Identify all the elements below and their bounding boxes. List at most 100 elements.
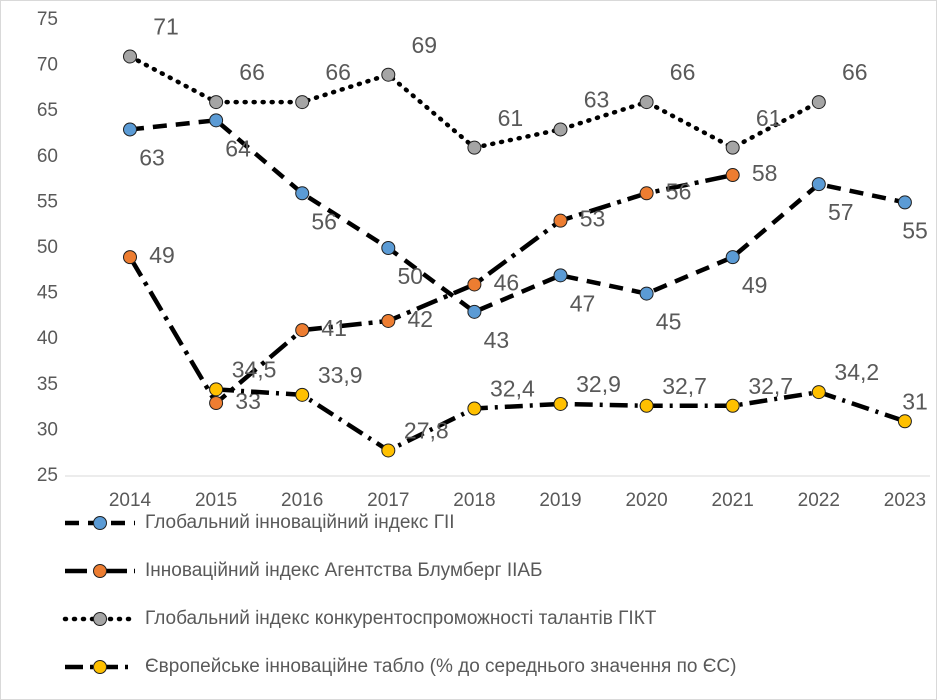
data-point [467, 277, 482, 292]
y-tick-label: 30 [37, 419, 58, 440]
data-label: 43 [484, 327, 510, 353]
data-label: 61 [756, 105, 782, 131]
data-label: 45 [656, 309, 682, 335]
data-label: 41 [321, 315, 347, 341]
x-tick-label: 2018 [453, 490, 495, 511]
y-tick-label: 25 [37, 465, 58, 486]
data-point [639, 95, 654, 110]
series-line [129, 117, 906, 315]
data-label: 61 [498, 105, 524, 131]
data-label: 66 [842, 59, 868, 85]
data-point [381, 67, 396, 82]
legend-marker [93, 564, 107, 578]
legend-label: Інноваційний індекс Агентства Блумберг І… [145, 560, 543, 581]
data-label: 63 [584, 87, 610, 113]
data-label: 56 [311, 208, 337, 234]
data-point [295, 95, 310, 110]
data-point [553, 396, 568, 411]
data-label: 42 [408, 306, 434, 332]
data-label: 63 [139, 145, 165, 171]
data-label: 58 [752, 160, 778, 186]
y-tick-label: 65 [37, 100, 58, 121]
data-point [553, 213, 568, 228]
legend-label: Глобальний індекс конкурентоспроможності… [145, 608, 657, 629]
data-label: 50 [398, 263, 424, 289]
x-tick-label: 2019 [539, 490, 581, 511]
data-label: 33,9 [318, 362, 363, 388]
data-point [295, 387, 310, 402]
data-point [295, 323, 310, 338]
data-point [897, 195, 912, 210]
x-tick-label: 2015 [195, 490, 237, 511]
x-tick-label: 2022 [798, 490, 840, 511]
data-label: 71 [153, 14, 179, 40]
data-label: 32,7 [662, 373, 707, 399]
legend-label: Європейське інноваційне табло (% до сере… [145, 656, 736, 677]
legend-label: Глобальний інноваційний індекс ГІІ [145, 512, 455, 533]
data-point [725, 140, 740, 155]
legend-marker [93, 516, 107, 530]
x-tick-label: 2021 [712, 490, 754, 511]
data-label: 32,7 [748, 373, 793, 399]
data-label: 66 [670, 59, 696, 85]
legend-marker [93, 660, 107, 674]
data-point [381, 313, 396, 328]
data-point [467, 401, 482, 416]
series-line [128, 172, 734, 407]
data-label: 53 [580, 206, 606, 232]
data-point [725, 168, 740, 183]
y-tick-label: 40 [37, 328, 58, 349]
data-label: 32,4 [490, 376, 535, 402]
data-point [295, 186, 310, 201]
y-tick-label: 70 [37, 55, 58, 76]
data-label: 49 [742, 272, 768, 298]
data-point [123, 122, 137, 137]
data-point [897, 414, 912, 429]
data-label: 57 [828, 199, 854, 225]
data-label: 55 [902, 217, 928, 243]
y-tick-label: 55 [37, 191, 58, 212]
data-label: 34,5 [232, 356, 277, 382]
data-point [123, 49, 137, 64]
data-point [725, 250, 740, 265]
data-label: 46 [494, 270, 520, 296]
data-point [811, 385, 826, 400]
data-point [381, 241, 396, 255]
data-point [209, 396, 224, 411]
data-label: 34,2 [834, 359, 879, 385]
data-point [553, 268, 568, 283]
data-label: 69 [412, 32, 438, 58]
data-label: 32,9 [576, 371, 621, 397]
legend-marker [93, 612, 107, 626]
data-label: 47 [570, 290, 596, 316]
data-label: 66 [239, 59, 265, 85]
data-point [811, 177, 826, 192]
data-label: 56 [666, 178, 692, 204]
y-tick-label: 60 [37, 146, 58, 167]
data-label: 66 [325, 59, 351, 85]
data-point [811, 95, 826, 110]
data-point [467, 304, 482, 319]
data-point [209, 95, 224, 110]
data-label: 27,8 [404, 418, 449, 444]
data-point [725, 398, 740, 413]
data-point [639, 286, 654, 301]
y-tick-label: 75 [37, 9, 58, 30]
data-point [639, 186, 654, 201]
x-tick-label: 2016 [281, 490, 323, 511]
data-point [381, 443, 396, 458]
data-point [209, 113, 224, 128]
data-label: 49 [149, 242, 175, 268]
x-tick-label: 2017 [367, 490, 409, 511]
data-label: 31 [902, 388, 928, 414]
data-point [123, 250, 137, 265]
data-point [467, 140, 482, 155]
x-tick-label: 2014 [109, 490, 152, 511]
y-tick-label: 50 [37, 237, 58, 258]
data-point [639, 398, 654, 413]
data-point [553, 122, 568, 137]
data-point [209, 382, 224, 397]
x-tick-label: 2023 [884, 490, 926, 511]
y-tick-label: 35 [37, 374, 58, 395]
